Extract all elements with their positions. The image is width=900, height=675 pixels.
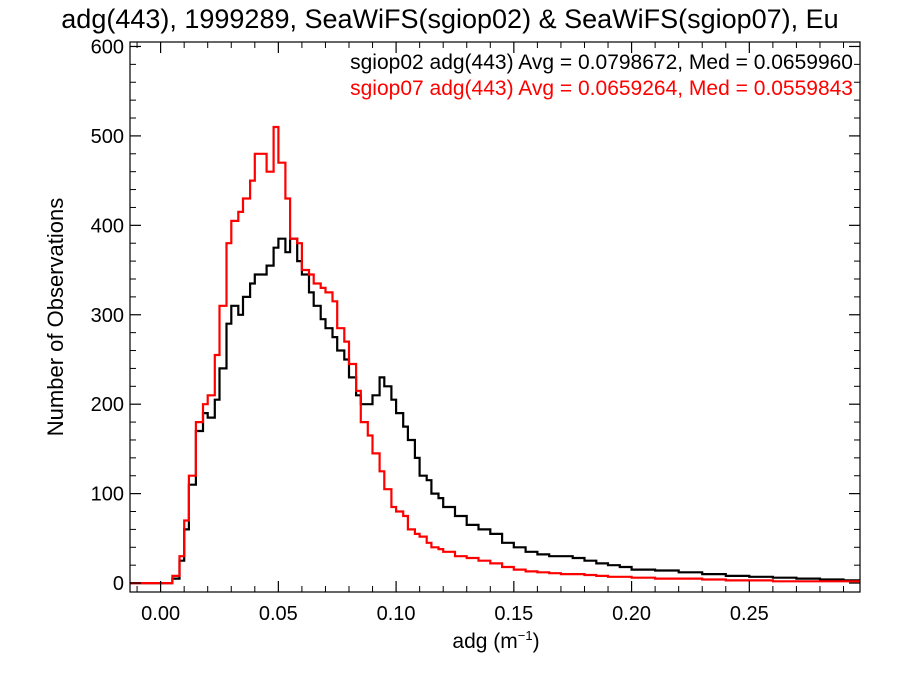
y-tick-label: 500	[91, 126, 124, 148]
legend-entry-sgiop02: sgiop02 adg(443) Avg = 0.0798672, Med = …	[350, 51, 853, 74]
axis-ticks: 0.00 0.05 0.10 0.15 0.20 0.25 0 100 200 300 400 500…	[91, 36, 860, 625]
x-axis-label-main: adg (m	[452, 630, 517, 653]
series-line-sgiop07	[130, 125, 860, 585]
x-tick-label: 0.20	[612, 603, 651, 625]
legend-entry-sgiop07: sgiop07 adg(443) Avg = 0.0659264, Med = …	[350, 77, 853, 100]
plot-frame	[129, 41, 861, 593]
x-axis-label-unit-exponent: −1	[518, 628, 533, 643]
y-tick-label: 0	[113, 573, 124, 595]
x-tick-label: 0.00	[141, 603, 180, 625]
y-axis-label: Number of Observations	[43, 198, 68, 436]
plot-area	[130, 125, 860, 585]
y-tick-label: 600	[91, 36, 124, 58]
y-tick-label: 200	[91, 394, 124, 416]
series-line-sgiop02	[130, 237, 860, 585]
x-tick-label: 0.05	[259, 603, 298, 625]
y-tick-label: 400	[91, 215, 124, 237]
y-tick-label: 100	[91, 484, 124, 506]
y-tick-label: 300	[91, 305, 124, 327]
x-axis-label-close: )	[533, 630, 540, 653]
x-tick-label: 0.15	[494, 603, 533, 625]
x-axis-label: adg (m−1)	[452, 628, 539, 653]
chart-title: adg(443), 1999289, SeaWiFS(sgiop02) & Se…	[61, 4, 838, 34]
x-tick-label: 0.10	[377, 603, 416, 625]
x-tick-label: 0.25	[730, 603, 769, 625]
legend: sgiop02 adg(443) Avg = 0.0798672, Med = …	[350, 51, 853, 100]
